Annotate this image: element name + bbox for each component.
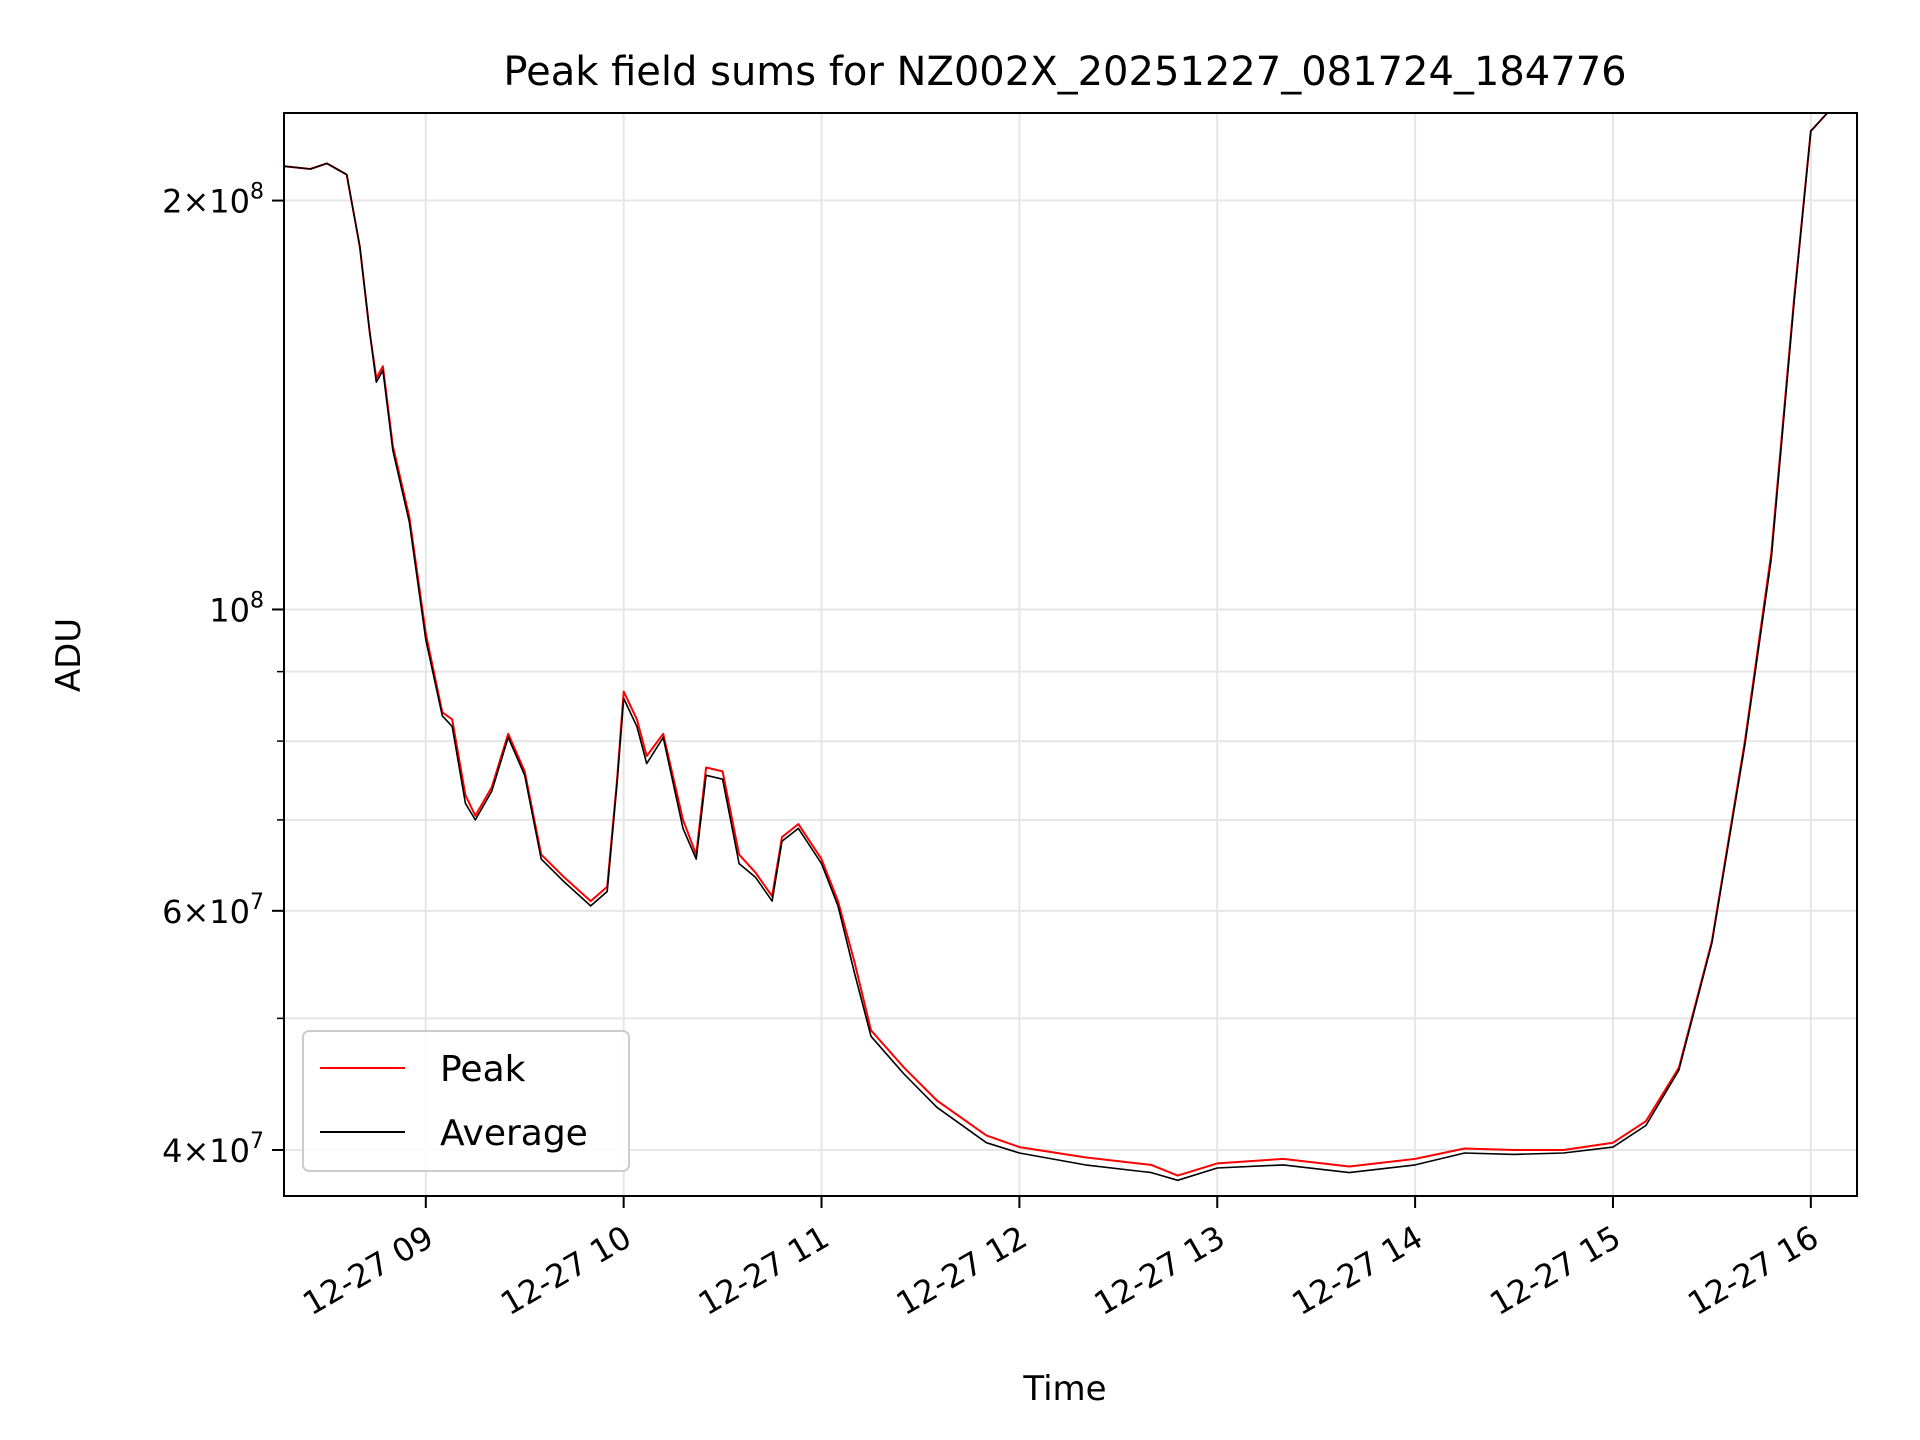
chart-title: Peak field sums for NZ002X_20251227_0817… xyxy=(503,49,1626,95)
x-tick-label: 12-27 14 xyxy=(1286,1218,1430,1323)
y-axis: 4×107 6×107 108 2×108 xyxy=(162,180,284,1170)
legend-label-peak: Peak xyxy=(440,1049,526,1090)
series-line-average xyxy=(283,112,1857,1182)
y-tick-label: 4×107 xyxy=(162,1129,264,1170)
y-tick-label: 2×108 xyxy=(162,180,264,221)
x-tick-label: 12-27 09 xyxy=(296,1218,440,1323)
legend: Peak Average xyxy=(302,1030,630,1172)
plot-frame xyxy=(283,112,1858,1197)
legend-label-average: Average xyxy=(440,1113,588,1154)
series-layer xyxy=(283,112,1857,1182)
x-tick-label: 12-27 10 xyxy=(494,1218,638,1323)
x-tick-label: 12-27 13 xyxy=(1088,1218,1232,1323)
series-line-peak xyxy=(283,112,1857,1177)
x-tick-label: 12-27 16 xyxy=(1681,1218,1825,1323)
y-axis-label: ADU xyxy=(49,618,89,692)
y-tick-label: 6×107 xyxy=(162,890,264,931)
x-tick-label: 12-27 11 xyxy=(692,1218,836,1323)
x-axis: 12-27 09 12-27 10 12-27 11 12-27 12 12-27 13… xyxy=(296,1196,1825,1323)
x-tick-label: 12-27 15 xyxy=(1483,1218,1627,1323)
x-tick-label: 12-27 12 xyxy=(890,1218,1034,1323)
x-axis-label: Time xyxy=(1022,1369,1106,1409)
y-tick-label: 108 xyxy=(209,588,264,629)
legend-box xyxy=(302,1030,630,1172)
